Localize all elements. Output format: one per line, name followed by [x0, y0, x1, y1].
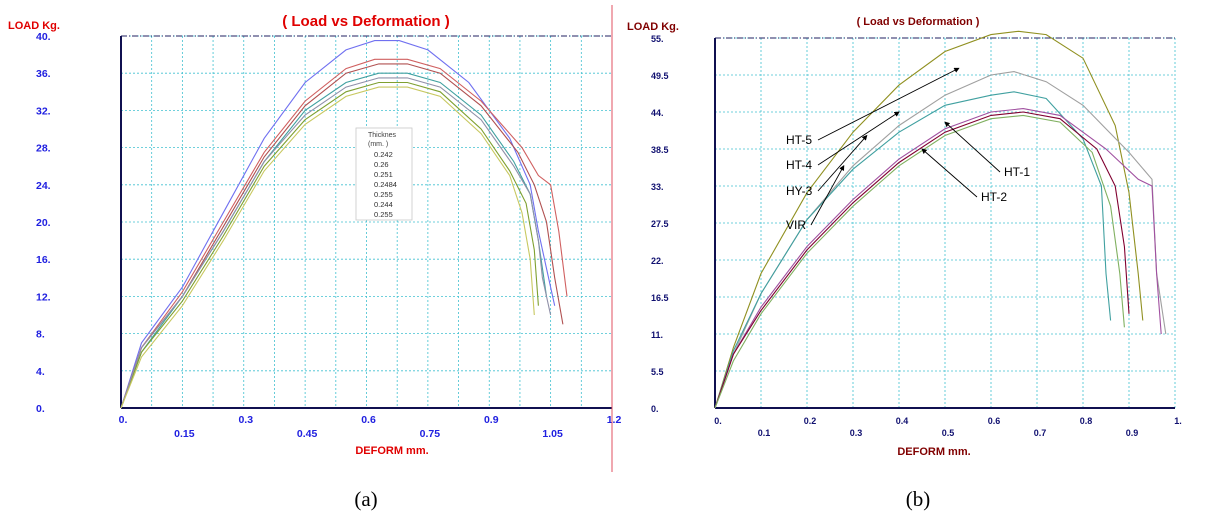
- y-tick-label: 5.5: [651, 367, 664, 377]
- y-tick-label: 33.: [651, 182, 664, 192]
- annotation-label: HT-2: [981, 190, 1007, 204]
- y-tick-label: 27.5: [651, 219, 669, 229]
- chart-a-x-label: DEFORM mm.: [355, 445, 428, 457]
- legend-entry: 0.255: [374, 190, 393, 199]
- x-tick-label: 0.9: [484, 414, 499, 426]
- chart-b-ticks: 0. 5.5 11. 16.5 22. 27.5 33. 38.5 44. 49.5 55. 0. 0.…: [651, 34, 1182, 438]
- chart-b-x-label: DEFORM mm.: [897, 446, 970, 458]
- x-tick-label: 0.7: [1034, 428, 1047, 438]
- x-tick-label: 0.15: [174, 428, 195, 440]
- series-line-4: [120, 81, 539, 409]
- series-line-4: [714, 111, 1130, 409]
- y-tick-label: 40.: [36, 31, 51, 43]
- x-tick-label: 0.9: [1126, 428, 1139, 438]
- x-tick-label: 1.05: [542, 428, 563, 440]
- annotation-arrow: [921, 148, 978, 198]
- series-line-2: [714, 91, 1112, 409]
- y-tick-label: 36.: [36, 68, 51, 80]
- series-line-5: [120, 77, 552, 409]
- x-tick-label: 1.2: [607, 414, 622, 426]
- y-tick-label: 11.: [651, 330, 663, 340]
- series-line-6: [120, 86, 535, 409]
- y-tick-label: 22.: [651, 256, 664, 266]
- x-tick-label: 0.8: [1080, 416, 1093, 426]
- x-tick-label: 0.3: [850, 428, 863, 438]
- y-tick-label: 49.5: [651, 71, 669, 81]
- y-tick-label: 28.: [36, 143, 51, 155]
- series-line-1: [120, 58, 568, 409]
- x-tick-label: 0.: [119, 414, 128, 426]
- chart-b-y-label: LOAD Kg.: [627, 21, 679, 33]
- legend-title: Thicknes: [368, 132, 397, 139]
- series-line-0: [714, 30, 1144, 409]
- legend-entry: 0.251: [374, 170, 393, 179]
- series-line-2: [120, 63, 564, 409]
- y-tick-label: 16.5: [651, 293, 669, 303]
- y-tick-label: 0.: [36, 403, 45, 415]
- y-tick-label: 32.: [36, 105, 51, 117]
- chart-a-title: ( Load vs Deformation ): [282, 13, 450, 30]
- annotation-arrow: [817, 134, 868, 192]
- chart-a-grid: [120, 35, 613, 409]
- annotation-arrow: [810, 165, 845, 226]
- annotation-label: HT-4: [786, 158, 812, 172]
- chart-b-title: ( Load vs Deformation ): [857, 16, 980, 28]
- chart-a-series: [120, 40, 568, 409]
- annotation-label: HT-5: [786, 133, 812, 147]
- x-tick-label: 0.1: [758, 428, 771, 438]
- y-tick-label: 20.: [36, 217, 51, 229]
- x-tick-label: 1.: [1174, 416, 1182, 426]
- series-line-1: [714, 71, 1167, 409]
- y-tick-label: 55.: [651, 34, 664, 44]
- chart-a: ( Load vs Deformation ) LOAD Kg. DEFORM …: [8, 13, 621, 457]
- chart-a-ticks: 0. 4. 8. 12. 16. 20. 24. 28. 32. 36. 40. 0. 0.15 0.3 0…: [36, 31, 621, 440]
- chart-b: ( Load vs Deformation ) LOAD Kg. DEFORM …: [627, 16, 1182, 458]
- annotation-label: HY-3: [786, 184, 813, 198]
- y-tick-label: 12.: [36, 291, 51, 303]
- x-tick-label: 0.5: [942, 428, 955, 438]
- legend-box: [355, 127, 413, 221]
- x-tick-label: 0.75: [420, 428, 441, 440]
- legend-entry: 0.2484: [374, 180, 397, 189]
- legend-entry: 0.244: [374, 200, 393, 209]
- y-tick-label: 44.: [651, 108, 664, 118]
- legend-entry: 0.26: [374, 160, 389, 169]
- legend-entry: 0.255: [374, 210, 393, 219]
- y-tick-label: 8.: [36, 329, 45, 341]
- caption-b: (b): [906, 487, 931, 511]
- caption-a: (a): [354, 487, 377, 511]
- x-tick-label: 0.6: [988, 416, 1001, 426]
- x-tick-label: 0.6: [361, 414, 376, 426]
- annotation-label: VIR: [786, 218, 806, 232]
- annotation-arrow: [817, 111, 900, 166]
- chart-b-grid: [714, 37, 1176, 409]
- series-line-5: [714, 114, 1125, 409]
- legend-title: (mm. ): [368, 141, 388, 148]
- y-tick-label: 16.: [36, 254, 51, 266]
- chart-a-y-label: LOAD Kg.: [8, 20, 60, 32]
- y-tick-label: 4.: [36, 366, 45, 378]
- chart-a-legend: Thicknes(mm. )0.2420.260.2510.24840.2550…: [355, 127, 413, 221]
- x-tick-label: 0.: [714, 416, 722, 426]
- chart-b-annotations: HT-5 HT-4 HY-3 VIR HT-1 HT-2: [786, 67, 1030, 232]
- y-tick-label: 38.5: [651, 145, 669, 155]
- chart-b-series: [714, 30, 1167, 409]
- x-tick-label: 0.45: [297, 428, 318, 440]
- annotation-label: HT-1: [1004, 165, 1030, 179]
- y-tick-label: 24.: [36, 180, 51, 192]
- legend-entry: 0.242: [374, 150, 393, 159]
- x-tick-label: 0.2: [804, 416, 817, 426]
- series-line-3: [714, 108, 1162, 409]
- series-line-0: [120, 40, 556, 409]
- annotation-arrow: [944, 121, 1001, 173]
- x-tick-label: 0.3: [238, 414, 253, 426]
- annotation-arrow: [817, 67, 960, 141]
- y-tick-label: 0.: [651, 404, 659, 414]
- series-line-3: [120, 72, 548, 409]
- x-tick-label: 0.4: [896, 416, 909, 426]
